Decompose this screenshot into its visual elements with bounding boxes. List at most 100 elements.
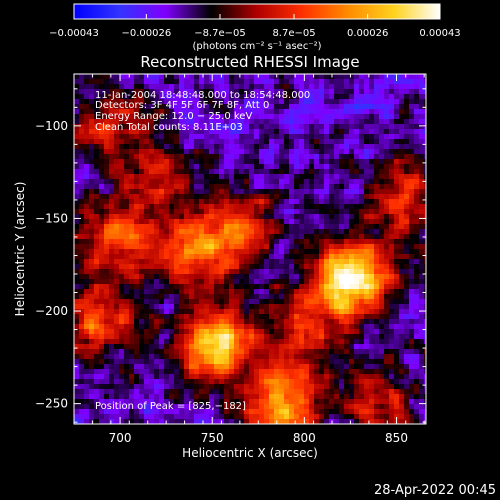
heatmap-cell	[129, 344, 135, 350]
heatmap-cell	[229, 124, 235, 130]
heatmap-cell	[124, 399, 130, 405]
heatmap-cell	[119, 219, 125, 225]
heatmap-cell	[344, 289, 350, 295]
heatmap-cell	[124, 89, 130, 95]
heatmap-cell	[379, 294, 385, 300]
heatmap-cell	[324, 109, 330, 115]
heatmap-cell	[234, 154, 240, 160]
heatmap-cell	[374, 89, 380, 95]
heatmap-cell	[254, 279, 260, 285]
heatmap-cell	[104, 74, 110, 80]
heatmap-cell	[164, 354, 170, 360]
heatmap-cell	[404, 409, 410, 415]
heatmap-cell	[99, 209, 105, 215]
heatmap-cell	[334, 309, 340, 315]
heatmap-cell	[79, 344, 85, 350]
heatmap-cell	[374, 169, 380, 175]
heatmap-cell	[274, 184, 280, 190]
heatmap-cell	[269, 129, 275, 135]
heatmap-cell	[89, 384, 95, 390]
heatmap-cell	[284, 324, 290, 330]
heatmap-cell	[379, 134, 385, 140]
heatmap-cell	[204, 184, 210, 190]
heatmap-cell	[224, 249, 230, 255]
heatmap-cell	[219, 314, 225, 320]
heatmap-cell	[309, 74, 315, 80]
heatmap-cell	[84, 324, 90, 330]
heatmap-cell	[109, 224, 115, 230]
heatmap-cell	[384, 114, 390, 120]
heatmap-cell	[169, 279, 175, 285]
heatmap-cell	[114, 399, 120, 405]
heatmap-cell	[139, 224, 145, 230]
heatmap-cell	[174, 299, 180, 305]
heatmap-cell	[84, 254, 90, 260]
heatmap-cell	[284, 254, 290, 260]
heatmap-cell	[149, 384, 155, 390]
heatmap-cell	[219, 339, 225, 345]
heatmap-cell	[394, 359, 400, 365]
heatmap-cell	[344, 329, 350, 335]
heatmap-cell	[239, 404, 245, 410]
heatmap-cell	[214, 364, 220, 370]
heatmap-cell	[274, 174, 280, 180]
heatmap-cell	[99, 124, 105, 130]
heatmap-cell	[274, 274, 280, 280]
heatmap-cell	[264, 194, 270, 200]
heatmap-cell	[229, 239, 235, 245]
heatmap-cell	[149, 174, 155, 180]
heatmap-cell	[99, 234, 105, 240]
heatmap-cell	[334, 369, 340, 375]
heatmap-cell	[229, 259, 235, 265]
heatmap-cell	[324, 239, 330, 245]
heatmap-cell	[249, 359, 255, 365]
heatmap-cell	[254, 174, 260, 180]
heatmap-cell	[344, 319, 350, 325]
heatmap-cell	[384, 304, 390, 310]
heatmap-cell	[199, 199, 205, 205]
heatmap-cell	[344, 264, 350, 270]
heatmap-cell	[144, 164, 150, 170]
heatmap-cell	[349, 154, 355, 160]
heatmap-cell	[114, 269, 120, 275]
heatmap-cell	[294, 269, 300, 275]
heatmap-cell	[114, 394, 120, 400]
heatmap-cell	[169, 389, 175, 395]
heatmap-cell	[334, 189, 340, 195]
heatmap-cell	[94, 74, 100, 80]
heatmap-cell	[99, 419, 105, 424]
heatmap-cell	[274, 89, 280, 95]
heatmap-cell	[399, 394, 405, 400]
heatmap-cell	[304, 399, 310, 405]
heatmap-cell	[294, 114, 300, 120]
heatmap-cell	[89, 414, 95, 420]
heatmap-cell	[114, 314, 120, 320]
heatmap-cell	[294, 144, 300, 150]
heatmap-cell	[144, 184, 150, 190]
heatmap-cell	[129, 89, 135, 95]
heatmap-cell	[319, 329, 325, 335]
heatmap-cell	[329, 249, 335, 255]
heatmap-cell	[134, 369, 140, 375]
heatmap-cell	[289, 319, 295, 325]
heatmap-cell	[184, 214, 190, 220]
heatmap-cell	[274, 334, 280, 340]
heatmap-cell	[139, 94, 145, 100]
heatmap-cell	[244, 149, 250, 155]
heatmap-cell	[289, 344, 295, 350]
heatmap-cell	[339, 264, 345, 270]
heatmap-cell	[154, 284, 160, 290]
heatmap-cell	[224, 339, 230, 345]
heatmap-cell	[164, 94, 170, 100]
heatmap-cell	[264, 149, 270, 155]
heatmap-cell	[99, 89, 105, 95]
heatmap-cell	[389, 379, 395, 385]
heatmap-cell	[194, 189, 200, 195]
heatmap-cell	[319, 164, 325, 170]
heatmap-cell	[389, 329, 395, 335]
axis-ticks: 700 750 800 850−100−150−200−250	[35, 74, 426, 445]
heatmap-cell	[144, 259, 150, 265]
heatmap-cell	[229, 79, 235, 85]
heatmap-cell	[409, 269, 415, 275]
heatmap-cell	[249, 389, 255, 395]
